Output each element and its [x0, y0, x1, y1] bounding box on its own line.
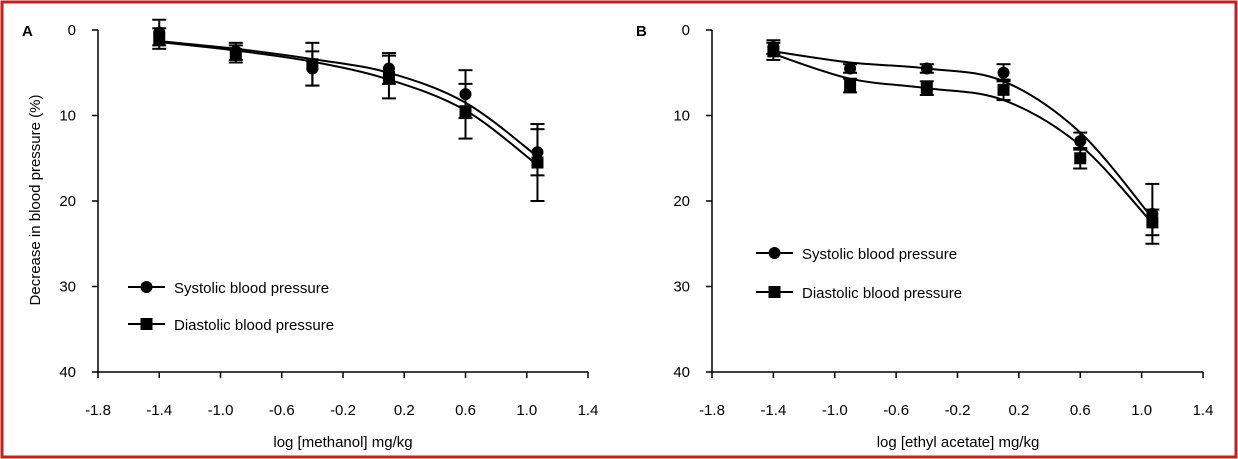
x-tick-label-b-2: -1.0	[822, 402, 848, 419]
x-tick-label-b-7: 1.0	[1131, 402, 1152, 419]
y-tick-label-a-2: 20	[59, 193, 76, 210]
y-tick-label-a-0: 0	[68, 22, 76, 39]
legend-marker-diastolic-a	[140, 318, 153, 330]
x-tick-label-a-2: -1.0	[208, 402, 234, 419]
x-tick-label-b-4: -0.2	[945, 402, 971, 419]
data-points-a	[152, 18, 545, 202]
point-diastolic-a-5	[531, 156, 544, 169]
legend-label-diastolic-b: Diastolic blood pressure	[802, 285, 962, 302]
y-tick-label-b-2: 20	[673, 193, 690, 210]
point-systolic-b-1	[844, 62, 857, 75]
legend-marker-diastolic-b	[768, 286, 781, 298]
chart-panel-b: B log [ethyl acetate] mg/kg 0 10 20 30 40 -1.…	[636, 22, 1213, 451]
point-systolic-b-4	[1074, 135, 1087, 148]
legend-b: Systolic blood pressure Diastolic blood …	[756, 246, 962, 302]
x-tick-label-b-6: 0.6	[1070, 402, 1091, 419]
legend-label-systolic-b: Systolic blood pressure	[802, 246, 957, 263]
point-diastolic-b-0	[767, 45, 780, 58]
y-tick-label-b-1: 10	[673, 108, 690, 125]
legend-marker-systolic-b	[768, 247, 781, 259]
axes-a: 0 10 20 30 40 -1.8 -1.4 -1.0 -0.6 -0.2 0.2 0.6 1.0 1.…	[59, 22, 598, 419]
point-diastolic-a-3	[382, 71, 395, 84]
chart-panel-a: A Decrease in blood pressure (%) log [me…	[22, 18, 598, 451]
y-tick-label-b-0: 0	[682, 22, 690, 39]
point-diastolic-a-4	[459, 105, 472, 118]
x-tick-label-b-8: 1.4	[1193, 402, 1214, 419]
y-tick-label-b-3: 30	[673, 279, 690, 296]
data-points-b	[766, 39, 1160, 245]
x-tick-label-a-5: 0.2	[394, 402, 415, 419]
legend-marker-systolic-a	[140, 281, 153, 293]
fitted-curve-systolic-b	[773, 50, 1154, 219]
y-tick-label-a-4: 40	[59, 364, 76, 381]
legend-label-diastolic-a: Diastolic blood pressure	[174, 317, 334, 334]
point-diastolic-b-5	[1146, 216, 1159, 229]
axes-b: 0 10 20 30 40 -1.8 -1.4 -1.0 -0.6 -0.2 0.2 0.6 1.0 1.…	[673, 22, 1213, 419]
x-tick-label-a-1: -1.4	[146, 402, 172, 419]
point-diastolic-b-1	[844, 79, 857, 92]
legend-label-systolic-a: Systolic blood pressure	[174, 280, 329, 297]
x-tick-label-a-6: 0.6	[455, 402, 476, 419]
point-diastolic-a-1	[229, 47, 242, 60]
x-tick-label-a-8: 1.4	[578, 402, 599, 419]
y-axis-title-a: Decrease in blood pressure (%)	[27, 95, 44, 306]
point-systolic-b-3	[997, 66, 1010, 79]
point-diastolic-a-0	[153, 32, 166, 45]
point-diastolic-a-2	[306, 58, 319, 71]
panel-label-b: B	[636, 23, 647, 40]
x-tick-label-b-1: -1.4	[760, 402, 786, 419]
x-tick-label-a-3: -0.6	[269, 402, 295, 419]
y-tick-label-a-1: 10	[59, 108, 76, 125]
x-tick-label-b-3: -0.6	[883, 402, 909, 419]
x-tick-label-b-0: -1.8	[699, 402, 725, 419]
y-tick-label-b-4: 40	[673, 364, 690, 381]
x-tick-label-a-4: -0.2	[330, 402, 356, 419]
x-axis-title-a: log [methanol] mg/kg	[273, 434, 412, 451]
panel-label-a: A	[22, 23, 33, 40]
y-tick-label-a-3: 30	[59, 279, 76, 296]
x-tick-label-a-0: -1.8	[85, 402, 111, 419]
point-diastolic-b-3	[997, 83, 1010, 96]
point-diastolic-b-2	[920, 82, 933, 95]
x-axis-title-b: log [ethyl acetate] mg/kg	[877, 434, 1040, 451]
point-diastolic-b-4	[1074, 152, 1087, 165]
x-tick-label-b-5: 0.2	[1008, 402, 1029, 419]
x-tick-label-a-7: 1.0	[516, 402, 537, 419]
point-systolic-b-2	[920, 62, 933, 75]
legend-a: Systolic blood pressure Diastolic blood …	[128, 280, 334, 334]
